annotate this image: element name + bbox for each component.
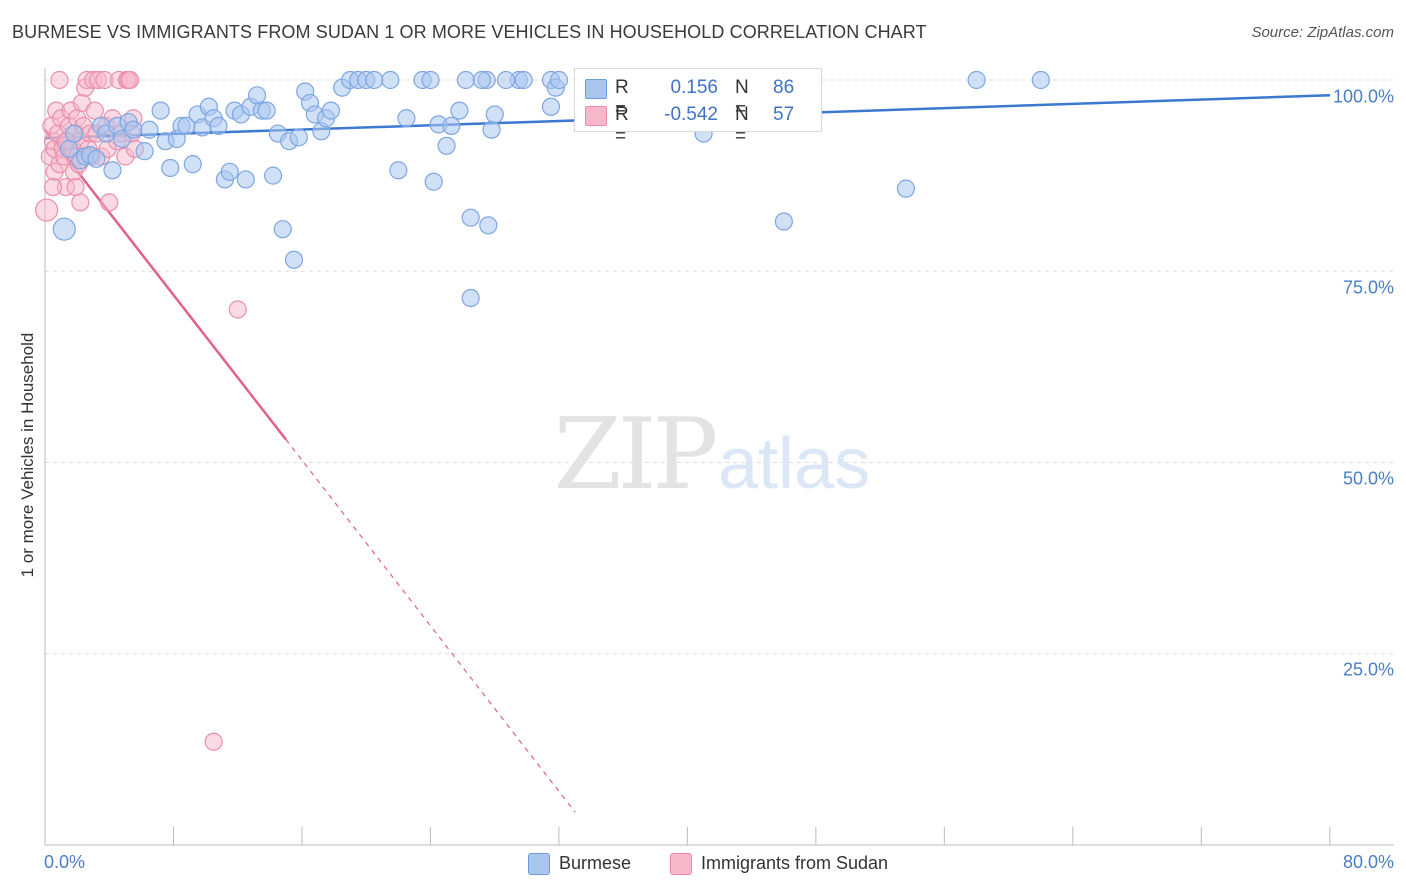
burmese-point bbox=[461, 288, 480, 308]
burmese-point bbox=[450, 101, 469, 120]
burmese-point bbox=[967, 70, 986, 90]
legend-label: Burmese bbox=[559, 853, 632, 873]
burmese-point bbox=[442, 116, 461, 136]
chart-title: BURMESE VS IMMIGRANTS FROM SUDAN 1 OR MO… bbox=[12, 22, 927, 42]
sudan-point bbox=[85, 101, 104, 120]
legend-n-label: N = bbox=[735, 77, 749, 120]
y-tick-label: 50.0% bbox=[1342, 468, 1394, 489]
burmese-point bbox=[209, 116, 228, 136]
burmese-point bbox=[321, 101, 341, 120]
burmese-point bbox=[421, 70, 440, 90]
sudan-point bbox=[43, 178, 63, 197]
legend-label: Immigrants from Sudan bbox=[701, 853, 889, 873]
y-axis-title: 1 or more Vehicles in Household bbox=[18, 332, 37, 578]
burmese-point bbox=[389, 161, 408, 180]
gridlines bbox=[45, 79, 1394, 655]
sudan-point bbox=[204, 732, 223, 751]
source-label: Source: ZipAtlas.com bbox=[1251, 24, 1394, 41]
burmese-point bbox=[437, 136, 456, 155]
sudan-point bbox=[121, 70, 140, 90]
burmese-point bbox=[183, 155, 202, 174]
burmese-point bbox=[87, 149, 106, 168]
burmese-point bbox=[461, 208, 480, 227]
burmese-point bbox=[273, 220, 292, 239]
sudan-point bbox=[228, 300, 247, 319]
data-points bbox=[35, 70, 1050, 751]
axes bbox=[44, 68, 1394, 846]
legend-swatch-blue bbox=[528, 853, 550, 875]
burmese-point bbox=[151, 101, 170, 120]
legend-r-value: -0.542 bbox=[664, 104, 718, 125]
legend-n-value: 57 bbox=[773, 104, 795, 125]
burmese-point bbox=[140, 120, 159, 139]
x-tick-label-min: 0.0% bbox=[44, 852, 86, 872]
x-tick-label-max: 80.0% bbox=[1342, 852, 1394, 872]
burmese-point bbox=[381, 70, 400, 90]
legend-r-value: 0.156 bbox=[670, 77, 718, 98]
burmese-point bbox=[103, 161, 122, 180]
burmese-point bbox=[257, 101, 276, 120]
legend-r-label: R = bbox=[615, 77, 629, 120]
burmese-point bbox=[541, 97, 561, 116]
burmese-point bbox=[124, 120, 143, 139]
burmese-point bbox=[64, 124, 84, 143]
burmese-point bbox=[549, 70, 569, 90]
legend-swatch-blue bbox=[585, 79, 607, 99]
burmese-point bbox=[236, 170, 255, 189]
burmese-point bbox=[397, 109, 416, 128]
burmese-point bbox=[472, 70, 491, 90]
burmese-point bbox=[284, 250, 304, 269]
sudan-point bbox=[100, 193, 119, 212]
y-tick-label: 25.0% bbox=[1342, 659, 1394, 680]
burmese-point bbox=[220, 162, 239, 181]
sudan-point bbox=[35, 198, 59, 222]
stats-legend: R = 0.156 N = 86 R = -0.542 N = 57 bbox=[574, 68, 822, 147]
burmese-point bbox=[479, 216, 498, 235]
burmese-point bbox=[774, 212, 793, 231]
sudan-point bbox=[71, 193, 90, 212]
legend-swatch-pink bbox=[585, 106, 607, 126]
legend-n-label: N = bbox=[735, 104, 749, 147]
burmese-point bbox=[365, 70, 384, 90]
burmese-point bbox=[161, 158, 180, 178]
burmese-point bbox=[263, 166, 283, 185]
burmese-point bbox=[289, 128, 308, 147]
watermark-atlas: atlas bbox=[718, 424, 870, 504]
burmese-point bbox=[247, 86, 267, 105]
burmese-point bbox=[485, 105, 504, 124]
burmese-point bbox=[514, 70, 533, 90]
burmese-point bbox=[496, 70, 516, 90]
burmese-point bbox=[52, 217, 76, 241]
legend-swatch-pink bbox=[670, 853, 692, 875]
sudan-trend-line bbox=[44, 128, 287, 441]
burmese-point bbox=[456, 70, 475, 90]
y-tick-label: 100.0% bbox=[1332, 86, 1394, 107]
watermark-zip: ZIP bbox=[554, 398, 716, 512]
burmese-point bbox=[482, 120, 501, 139]
y-tick-label: 75.0% bbox=[1342, 277, 1394, 298]
sudan-point bbox=[50, 70, 69, 90]
legend-r-label: R = bbox=[615, 104, 629, 147]
sudan-point bbox=[66, 178, 85, 197]
burmese-point bbox=[1031, 70, 1050, 90]
burmese-point bbox=[896, 179, 916, 198]
burmese-point bbox=[135, 142, 154, 161]
burmese-point bbox=[424, 172, 443, 191]
sudan-trend-extension bbox=[285, 439, 576, 813]
legend-n-value: 86 bbox=[773, 77, 795, 98]
